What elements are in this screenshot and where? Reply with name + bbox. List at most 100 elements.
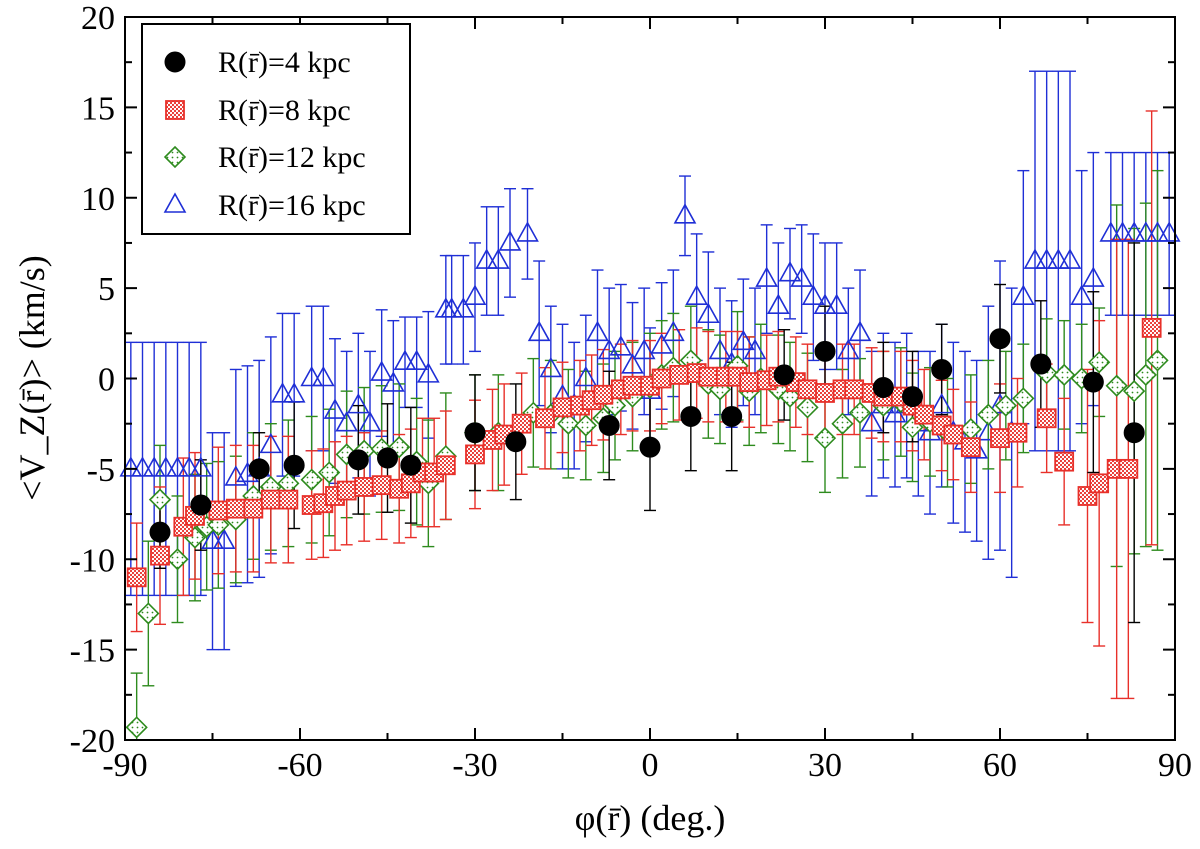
- errorbar: [480, 206, 493, 316]
- data-point: [358, 411, 382, 432]
- data-point: [1089, 473, 1110, 494]
- data-point: [977, 403, 1000, 426]
- data-point: [527, 320, 551, 342]
- data-point: [278, 489, 299, 510]
- data-point: [994, 394, 1017, 417]
- series-4kpc: [149, 328, 1145, 543]
- data-point: [1111, 221, 1134, 242]
- data-point: [1011, 284, 1035, 305]
- legend-label-12kpc: R(r̄)=12 kpc: [218, 141, 366, 174]
- legend-marker-symbol: [165, 100, 185, 120]
- errorbar: [807, 233, 820, 362]
- y-tick-label: 15: [81, 90, 115, 127]
- data-point: [743, 338, 767, 360]
- data-point: [137, 602, 160, 625]
- data-point: [1030, 353, 1052, 375]
- errorbar: [1163, 151, 1176, 316]
- data-point: [685, 284, 709, 305]
- errorbar: [241, 365, 254, 584]
- errorbar: [218, 432, 231, 651]
- y-tick-label: -5: [87, 452, 115, 489]
- data-point: [166, 548, 189, 571]
- data-point: [323, 398, 347, 419]
- data-point: [1118, 458, 1139, 479]
- data-point: [335, 411, 359, 432]
- y-tick-label: 20: [81, 0, 115, 37]
- data-point: [311, 365, 335, 387]
- data-point: [148, 488, 172, 511]
- data-point: [259, 432, 283, 454]
- data-point: [1058, 248, 1082, 269]
- data-point: [848, 401, 872, 424]
- data-point: [1105, 374, 1128, 397]
- data-point: [300, 365, 324, 387]
- legend-label-4kpc: R(r̄)=4 kpc: [218, 46, 351, 79]
- data-point: [131, 456, 154, 477]
- data-point: [848, 320, 872, 342]
- data-point: [766, 293, 790, 315]
- errorbar: [784, 227, 796, 320]
- x-tick-label: -30: [452, 747, 497, 784]
- data-point: [990, 428, 1010, 449]
- data-point: [931, 358, 953, 380]
- data-point: [1123, 380, 1146, 403]
- errorbar: [679, 175, 691, 257]
- data-point: [557, 412, 580, 435]
- data-point: [1146, 221, 1169, 242]
- data-point: [516, 221, 539, 242]
- data-point: [539, 356, 563, 378]
- data-point: [1134, 363, 1157, 387]
- errorbar: [591, 269, 604, 398]
- data-point: [860, 411, 884, 432]
- data-point: [1054, 451, 1075, 472]
- data-point: [989, 328, 1011, 350]
- legend-marker-symbol: [164, 51, 186, 73]
- data-point: [773, 364, 795, 386]
- data-point: [696, 302, 720, 324]
- data-point: [1088, 351, 1111, 374]
- data-point: [464, 422, 486, 444]
- data-point: [959, 417, 982, 441]
- data-point: [598, 414, 620, 436]
- data-point: [836, 338, 860, 360]
- legend: R(r̄)=4 kpc R(r̄)=8 kpc R(r̄)=12 kpc R(r…: [141, 23, 411, 235]
- data-point: [125, 716, 148, 739]
- data-point: [731, 329, 755, 351]
- errorbar: [457, 254, 470, 365]
- legend-marker: [164, 51, 186, 73]
- data-point: [225, 498, 246, 519]
- data-point: [486, 248, 510, 269]
- errorbar: [1064, 70, 1076, 452]
- data-point: [318, 461, 341, 484]
- data-point: [1046, 248, 1070, 269]
- data-point: [609, 335, 633, 356]
- data-point: [154, 456, 178, 477]
- errorbar: [136, 341, 149, 597]
- data-point: [622, 375, 643, 396]
- data-point: [498, 230, 522, 251]
- data-point: [463, 284, 487, 305]
- x-tick-label: 30: [808, 747, 842, 784]
- data-point: [1141, 317, 1162, 338]
- data-point: [511, 413, 532, 434]
- data-point: [282, 382, 306, 403]
- legend-marker-symbol: [163, 192, 187, 213]
- x-tick-label: -60: [277, 747, 322, 784]
- data-point: [1070, 284, 1094, 305]
- errorbar: [206, 432, 219, 651]
- data-point: [698, 366, 719, 387]
- data-point: [336, 480, 357, 501]
- data-point: [661, 320, 685, 342]
- errorbar: [364, 350, 376, 497]
- data-point: [902, 386, 923, 408]
- data-point: [739, 372, 760, 393]
- data-point: [815, 383, 835, 403]
- data-point: [755, 266, 779, 287]
- data-point: [593, 384, 614, 405]
- data-point: [126, 567, 147, 588]
- data-point: [1081, 266, 1105, 287]
- data-point: [1122, 221, 1146, 242]
- data-point: [354, 477, 375, 497]
